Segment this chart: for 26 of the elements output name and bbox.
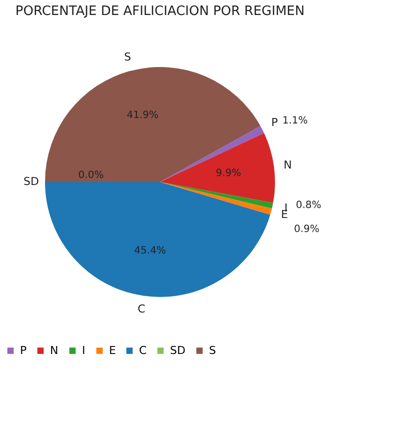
legend-label: S xyxy=(209,344,216,357)
slice-label: S xyxy=(124,50,132,64)
legend-label: I xyxy=(82,344,86,357)
legend-label: E xyxy=(109,344,116,357)
data-label: 41.9% xyxy=(126,110,159,122)
data-label: 0.8% xyxy=(296,200,322,212)
data-label: 1.1% xyxy=(282,116,308,127)
data-label: 45.4% xyxy=(134,245,166,256)
pie-slice xyxy=(160,126,264,182)
data-label: 9.9% xyxy=(216,168,242,180)
slice-label: P xyxy=(271,116,278,130)
slice-label: C xyxy=(138,302,146,316)
pie-slice xyxy=(160,133,275,203)
slice-label: N xyxy=(284,158,292,172)
pie-slice xyxy=(45,67,260,182)
category-label: SD xyxy=(23,175,39,188)
pie-slice xyxy=(160,182,274,208)
pie-slice xyxy=(45,182,270,297)
pie-slice xyxy=(160,182,272,215)
legend-label: P xyxy=(20,344,27,357)
legend-label: SD xyxy=(170,344,186,357)
chart-title: PORCENTAJE DE AFILICIACION POR REGIMEN xyxy=(15,4,305,20)
text: 0.0% xyxy=(78,170,104,181)
legend-label: N xyxy=(50,344,58,357)
legend-label: C xyxy=(139,344,147,357)
data-label: 0.9% xyxy=(294,224,320,236)
